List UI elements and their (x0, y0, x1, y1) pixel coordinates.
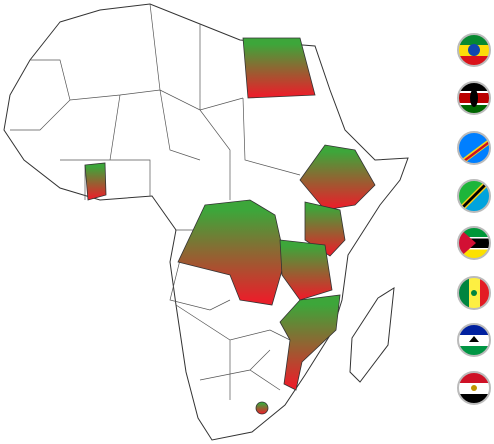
flag[interactable] (457, 276, 491, 310)
madagascar (349, 287, 395, 383)
tanzania (279, 239, 333, 301)
flag[interactable] (457, 33, 491, 67)
flag[interactable] (457, 371, 491, 405)
egypt (242, 37, 316, 99)
flag[interactable] (457, 179, 491, 213)
flag[interactable] (457, 131, 491, 168)
kenya (304, 201, 346, 257)
flag-list (457, 33, 491, 405)
lesotho (255, 401, 269, 415)
africa-map (3, 3, 409, 441)
mozambique (279, 294, 341, 391)
ghana (84, 162, 107, 201)
flag[interactable] (457, 226, 491, 260)
flag[interactable] (457, 81, 491, 115)
flag[interactable] (457, 323, 491, 357)
